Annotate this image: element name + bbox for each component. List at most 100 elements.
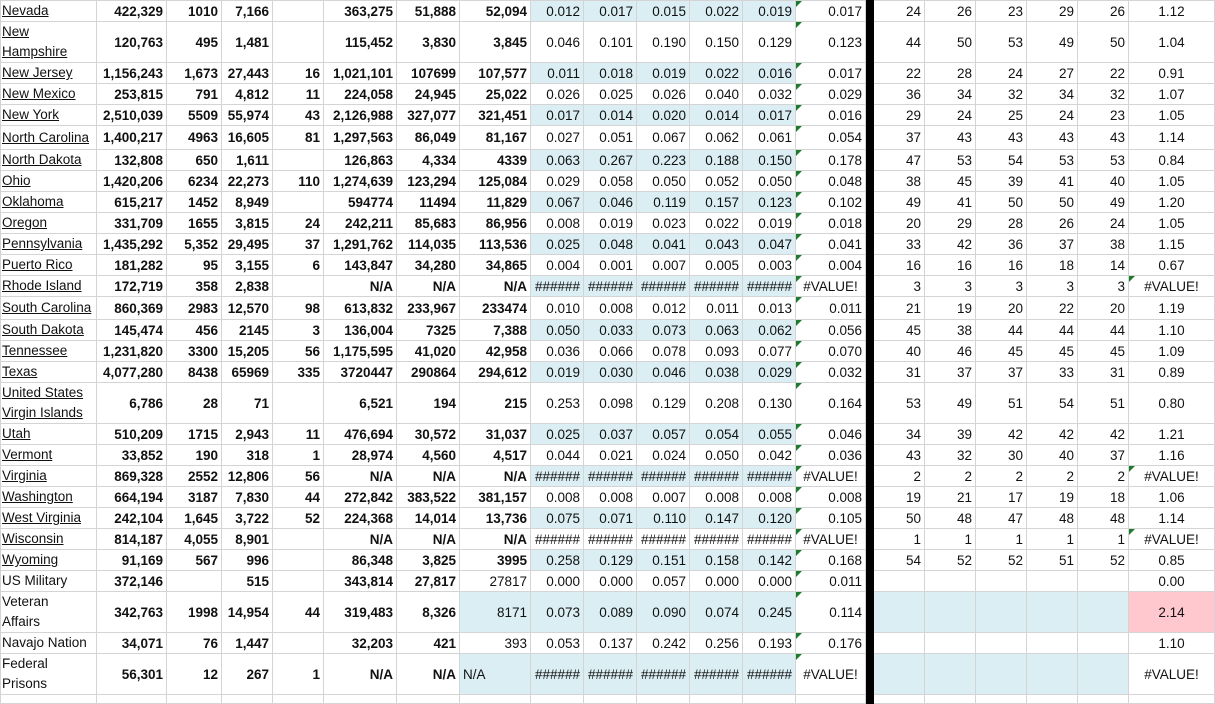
jurisdiction-link[interactable]: Tennessee (2, 343, 68, 358)
cell[interactable]: 37 (975, 361, 1027, 383)
row-label-cell[interactable]: Oklahoma (0, 191, 97, 213)
cell[interactable]: 3 (1026, 275, 1078, 297)
cell[interactable]: 3,825 (396, 549, 460, 571)
cell[interactable]: 456 (166, 319, 222, 341)
cell[interactable] (396, 694, 460, 704)
cell[interactable]: 0.067 (636, 125, 690, 150)
cell[interactable]: 45 (924, 170, 976, 192)
cell[interactable]: 1,400,217 (96, 125, 167, 150)
cell[interactable]: 233474 (459, 296, 531, 320)
cell[interactable]: 24 (272, 212, 324, 234)
cell[interactable] (272, 382, 324, 424)
cell[interactable]: 0.176 (795, 632, 866, 654)
cell[interactable]: 0.077 (742, 340, 796, 362)
cell[interactable]: ###### (583, 653, 637, 695)
cell[interactable]: 39 (975, 170, 1027, 192)
cell[interactable]: ###### (636, 653, 690, 695)
cell[interactable] (272, 694, 324, 704)
cell[interactable]: 52 (975, 549, 1027, 571)
cell[interactable]: 37 (1026, 233, 1078, 255)
cell[interactable]: 421 (396, 632, 460, 654)
cell[interactable]: 4,560 (396, 444, 460, 466)
cell[interactable]: 381,157 (459, 486, 531, 508)
cell[interactable]: 0.093 (689, 340, 743, 362)
cell[interactable]: 594774 (323, 191, 397, 213)
cell[interactable]: 0.137 (583, 632, 637, 654)
cell[interactable]: 0.129 (742, 21, 796, 63)
jurisdiction-link[interactable]: Texas (2, 364, 38, 379)
cell[interactable]: 7,166 (221, 0, 273, 22)
row-label-cell[interactable]: Tennessee (0, 340, 97, 362)
cell[interactable]: 40 (873, 340, 925, 362)
cell[interactable]: 28 (166, 382, 222, 424)
cell[interactable]: 0.258 (530, 549, 584, 571)
cell[interactable]: N/A (323, 465, 397, 487)
cell[interactable] (272, 549, 324, 571)
cell[interactable] (272, 275, 324, 297)
cell[interactable]: 0.008 (795, 486, 866, 508)
cell[interactable]: 0.075 (530, 507, 584, 529)
cell[interactable]: 43 (272, 104, 324, 126)
cell[interactable]: 335 (272, 361, 324, 383)
jurisdiction-link[interactable]: Pennsylvania (2, 236, 83, 251)
cell[interactable]: ###### (530, 653, 584, 695)
cell[interactable] (924, 632, 976, 654)
cell[interactable]: 0.073 (636, 319, 690, 341)
row-label-cell[interactable]: New Mexico (0, 83, 97, 105)
cell[interactable]: 0.89 (1128, 361, 1215, 383)
cell[interactable]: 76 (166, 632, 222, 654)
cell[interactable]: 1,274,639 (323, 170, 397, 192)
cell[interactable]: 0.057 (636, 570, 690, 592)
jurisdiction-link[interactable]: Wisconsin (2, 531, 64, 546)
cell[interactable]: 0.046 (636, 361, 690, 383)
cell[interactable] (1128, 694, 1215, 704)
cell[interactable]: 45 (975, 340, 1027, 362)
cell[interactable]: 34,865 (459, 254, 531, 276)
cell[interactable]: 18 (1026, 254, 1078, 276)
cell[interactable]: 51,888 (396, 0, 460, 22)
cell[interactable]: 50 (924, 21, 976, 63)
cell[interactable]: 253,815 (96, 83, 167, 105)
cell[interactable]: 1715 (166, 423, 222, 445)
cell[interactable]: 4339 (459, 149, 531, 171)
cell[interactable] (1026, 632, 1078, 654)
cell[interactable]: 107699 (396, 62, 460, 84)
cell[interactable]: 22 (873, 62, 925, 84)
cell[interactable]: 12,570 (221, 296, 273, 320)
cell[interactable]: 5,352 (166, 233, 222, 255)
cell[interactable]: 52 (1077, 549, 1129, 571)
cell[interactable]: 0.044 (530, 444, 584, 466)
jurisdiction-link[interactable]: Oklahoma (2, 194, 64, 209)
cell[interactable]: ###### (742, 465, 796, 487)
cell[interactable]: 44 (1077, 319, 1129, 341)
cell[interactable]: 0.102 (795, 191, 866, 213)
cell[interactable]: 2552 (166, 465, 222, 487)
cell[interactable]: 0.105 (795, 507, 866, 529)
cell[interactable]: 1,297,563 (323, 125, 397, 150)
cell[interactable]: 52 (272, 507, 324, 529)
cell[interactable]: 1 (1026, 528, 1078, 550)
cell[interactable]: 30,572 (396, 423, 460, 445)
cell[interactable] (1077, 694, 1129, 704)
cell[interactable]: ###### (742, 275, 796, 297)
cell[interactable]: 11 (272, 423, 324, 445)
cell[interactable] (1077, 591, 1129, 633)
cell[interactable]: 294,612 (459, 361, 531, 383)
cell[interactable]: 393 (459, 632, 531, 654)
cell[interactable]: 327,077 (396, 104, 460, 126)
cell[interactable]: 0.017 (530, 104, 584, 126)
cell[interactable]: 42 (924, 233, 976, 255)
cell[interactable]: 383,522 (396, 486, 460, 508)
cell[interactable]: 0.018 (583, 62, 637, 84)
jurisdiction-link[interactable]: North Carolina (2, 129, 90, 145)
cell[interactable]: 331,709 (96, 212, 167, 234)
cell[interactable]: 4,077,280 (96, 361, 167, 383)
cell[interactable]: 51 (1077, 382, 1129, 424)
cell[interactable]: 0.036 (795, 444, 866, 466)
cell[interactable]: 0.025 (530, 233, 584, 255)
jurisdiction-link[interactable]: South Carolina (2, 300, 92, 315)
cell[interactable] (873, 653, 925, 695)
cell[interactable]: 0.019 (742, 0, 796, 22)
cell[interactable]: 37 (924, 361, 976, 383)
cell[interactable]: 22,273 (221, 170, 273, 192)
